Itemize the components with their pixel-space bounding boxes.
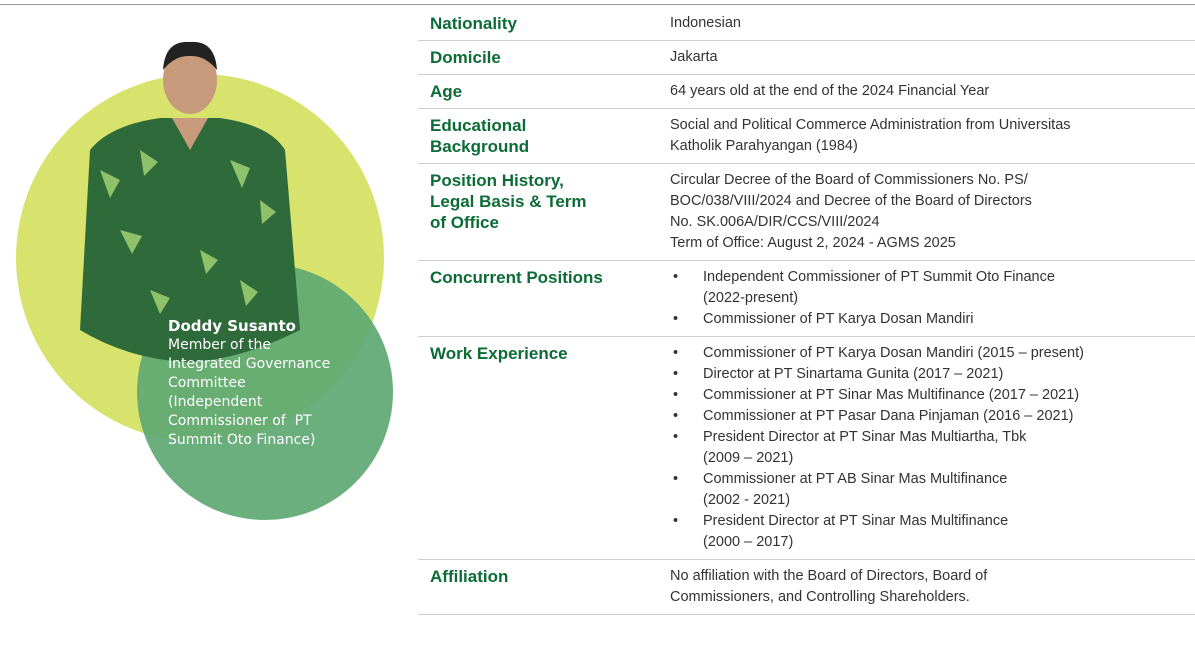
row-value: Social and Political Commerce Administra… <box>666 115 1195 157</box>
label-line: Age <box>430 82 463 101</box>
row-label: Nationality <box>418 13 666 34</box>
row-label: Affiliation <box>418 566 666 608</box>
item-line: President Director at PT Sinar Mas Multi… <box>703 513 1009 529</box>
bullet: • <box>673 387 679 403</box>
list-item: • Commissioner of PT Karya Dosan Mandiri … <box>670 343 1195 364</box>
bullet: • <box>673 269 679 285</box>
table-row: Domicile Jakarta <box>418 41 1195 75</box>
list-item: • Independent Commissioner of PT Summit O… <box>670 267 1195 309</box>
item-line: Independent Commissioner of PT Summit Ot… <box>703 269 1055 285</box>
item-line: Commissioner at PT Pasar Dana Pinjaman (… <box>703 408 1074 424</box>
item-text: Commissioner of PT Karya Dosan Mandiri <box>703 309 974 330</box>
list-item: • President Director at PT Sinar Mas Mult… <box>670 427 1195 469</box>
item-text: Independent Commissioner of PT Summit Ot… <box>703 267 1055 309</box>
value-line: No. SK.006A/DIR/CCS/VIII/2024 <box>670 214 880 230</box>
list-item: • Director at PT Sinartama Gunita (2017 –… <box>670 364 1195 385</box>
row-value: Circular Decree of the Board of Commissi… <box>666 170 1195 254</box>
item-line: (2009 – 2021) <box>703 450 794 466</box>
row-value: • Commissioner of PT Karya Dosan Mandiri … <box>666 343 1195 553</box>
table-row: Nationality Indonesian <box>418 7 1195 41</box>
portrait-graphic <box>16 41 393 520</box>
row-value: Jakarta <box>666 47 1195 68</box>
label-line: Position History, <box>430 171 564 190</box>
item-line: Director at PT Sinartama Gunita (2017 – … <box>703 366 1004 382</box>
person-name: Doddy Susanto <box>168 317 296 335</box>
list-item: • Commissioner at PT Pasar Dana Pinjaman … <box>670 406 1195 427</box>
item-line: (2000 – 2017) <box>703 534 794 550</box>
bullet: • <box>673 345 679 361</box>
table-row: Educational Background Social and Politica… <box>418 109 1195 164</box>
person <box>80 41 300 362</box>
label-line: Affiliation <box>430 567 509 586</box>
top-rule <box>0 4 1195 5</box>
item-text: President Director at PT Sinar Mas Multi… <box>703 427 1026 469</box>
item-line: Commissioner of PT Karya Dosan Mandiri (… <box>703 345 1084 361</box>
label-line: Work Experience <box>430 344 568 363</box>
role-line: (Independent <box>168 394 263 410</box>
list-item: • President Director at PT Sinar Mas Mult… <box>670 511 1195 553</box>
bullet: • <box>673 311 679 327</box>
item-line: (2002 - 2021) <box>703 492 791 508</box>
label-line: Nationality <box>430 14 517 33</box>
table-row: Concurrent Positions • Independent Commiss… <box>418 261 1195 337</box>
table-row: Age 64 years old at the end of the 2024 F… <box>418 75 1195 109</box>
value-line: Indonesian <box>670 15 741 31</box>
item-text: Commissioner at PT Sinar Mas Multifinanc… <box>703 385 1079 406</box>
table-row: Affiliation No affiliation with the Board… <box>418 560 1195 615</box>
item-text: Commissioner of PT Karya Dosan Mandiri (… <box>703 343 1084 364</box>
label-line: of Office <box>430 213 499 232</box>
role-line: Integrated Governance <box>168 356 331 372</box>
label-line: Educational <box>430 116 527 135</box>
bullet: • <box>673 366 679 382</box>
info-table: Nationality Indonesian Domicile Jakarta Age 6… <box>418 7 1195 615</box>
bullet: • <box>673 429 679 445</box>
label-line: Domicile <box>430 48 501 67</box>
role-line: Commissioner of PT <box>168 413 312 429</box>
item-line: Commissioner at PT AB Sinar Mas Multifin… <box>703 471 1008 487</box>
value-line: No affiliation with the Board of Directo… <box>670 568 988 584</box>
bullet: • <box>673 513 679 529</box>
row-value: • Independent Commissioner of PT Summit O… <box>666 267 1195 330</box>
role-line: Committee <box>168 375 246 391</box>
list-item: • Commissioner of PT Karya Dosan Mandiri <box>670 309 1195 330</box>
value-line: Circular Decree of the Board of Commissi… <box>670 172 1028 188</box>
row-label: Domicile <box>418 47 666 68</box>
label-line: Concurrent Positions <box>430 268 603 287</box>
table-row: Work Experience • Commissioner of PT Karya… <box>418 337 1195 560</box>
value-line: Social and Political Commerce Administra… <box>670 117 1071 133</box>
row-value: Indonesian <box>666 13 1195 34</box>
row-value: No affiliation with the Board of Directo… <box>666 566 1195 608</box>
row-label: Position History, Legal Basis & Term of Of… <box>418 170 666 254</box>
bullet: • <box>673 471 679 487</box>
item-line: President Director at PT Sinar Mas Multi… <box>703 429 1027 445</box>
value-line: Term of Office: August 2, 2024 - AGMS 20… <box>670 235 956 251</box>
item-text: Commissioner at PT Pasar Dana Pinjaman (… <box>703 406 1073 427</box>
item-line: (2022-present) <box>703 290 799 306</box>
row-label: Age <box>418 81 666 102</box>
value-line: Katholik Parahyangan (1984) <box>670 138 858 154</box>
row-label: Educational Background <box>418 115 666 157</box>
item-text: Director at PT Sinartama Gunita (2017 – … <box>703 364 1003 385</box>
value-line: Commissioners, and Controlling Sharehold… <box>670 589 970 605</box>
item-line: Commissioner at PT Sinar Mas Multifinanc… <box>703 387 1080 403</box>
table-row: Position History, Legal Basis & Term of Of… <box>418 164 1195 261</box>
bullet: • <box>673 408 679 424</box>
value-line: Jakarta <box>670 49 718 65</box>
item-text: Commissioner at PT AB Sinar Mas Multifin… <box>703 469 1007 511</box>
label-line: Background <box>430 137 530 156</box>
role-line: Summit Oto Finance) <box>168 432 316 448</box>
item-text: President Director at PT Sinar Mas Multi… <box>703 511 1008 553</box>
row-label: Work Experience <box>418 343 666 553</box>
value-line: BOC/038/VIII/2024 and Decree of the Boar… <box>670 193 1032 209</box>
item-line: Commissioner of PT Karya Dosan Mandiri <box>703 311 974 327</box>
role-line: Member of the <box>168 337 271 353</box>
list-item: • Commissioner at PT Sinar Mas Multifinan… <box>670 385 1195 406</box>
value-line: 64 years old at the end of the 2024 Fina… <box>670 83 990 99</box>
row-label: Concurrent Positions <box>418 267 666 330</box>
row-value: 64 years old at the end of the 2024 Fina… <box>666 81 1195 102</box>
label-line: Legal Basis & Term <box>430 192 587 211</box>
profile-caption: Doddy Susanto Member of the Integrated Go… <box>168 316 330 450</box>
list-item: • Commissioner at PT AB Sinar Mas Multifi… <box>670 469 1195 511</box>
